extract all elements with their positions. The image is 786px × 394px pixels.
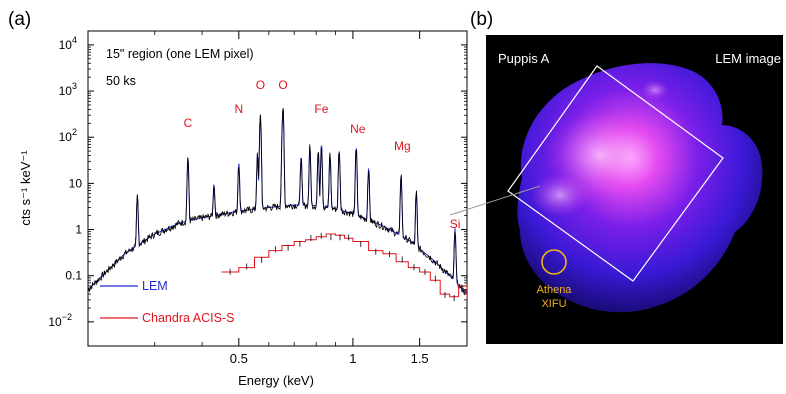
element-label-fe: Fe <box>314 102 328 116</box>
lem-image: Puppis A LEM image Athena XIFU <box>486 35 783 344</box>
x-tick-label: 0.5 <box>230 351 248 366</box>
element-label-c: C <box>184 116 193 130</box>
x-tick-label: 1.5 <box>411 351 429 366</box>
element-label-ne: Ne <box>350 122 366 136</box>
lem-spectrum-line <box>88 108 467 295</box>
y-tick-label: 102 <box>59 127 77 144</box>
plot-frame <box>87 30 468 347</box>
y-tick-label: 10 <box>69 176 83 190</box>
region-annotation: 15" region (one LEM pixel) <box>106 47 254 61</box>
element-label-o: O <box>278 78 287 92</box>
lem-fov-square <box>507 65 724 282</box>
y-tick-label: 103 <box>59 81 77 98</box>
panel-a-label: (a) <box>8 9 31 30</box>
element-label-si: Si <box>450 217 461 231</box>
chandra-spectrum-data <box>229 232 467 306</box>
y-tick-label: 10−2 <box>48 312 72 329</box>
bright-knot-2 <box>530 173 590 217</box>
x-tick-label: 1 <box>349 351 356 366</box>
y-tick-label: 1 <box>75 223 82 237</box>
y-axis-label: cts s⁻¹ keV⁻¹ <box>18 150 33 226</box>
bright-knot-3 <box>641 80 669 100</box>
image-title-right: LEM image <box>715 51 781 66</box>
connector-line <box>449 185 541 216</box>
y-tick-label: 104 <box>59 35 77 52</box>
element-label-n: N <box>234 102 243 116</box>
exposure-annotation: 50 ks <box>106 74 136 88</box>
legend: LEM Chandra ACIS-S <box>100 279 234 325</box>
xifu-label: XIFU <box>541 298 566 310</box>
legend-lem-label: LEM <box>142 279 168 293</box>
panel-b-label: (b) <box>470 9 493 30</box>
y-tick-label: 0.1 <box>65 269 82 283</box>
element-label-mg: Mg <box>394 139 411 153</box>
athena-xifu-fov <box>541 249 567 275</box>
x-axis-label: Energy (keV) <box>238 373 314 388</box>
athena-label: Athena <box>537 284 573 296</box>
chandra-spectrum-line <box>221 233 467 300</box>
image-title-left: Puppis A <box>498 51 550 66</box>
legend-chandra-label: Chandra ACIS-S <box>142 311 234 325</box>
element-label-o: O <box>256 78 265 92</box>
lem-spectrum-data <box>88 108 467 296</box>
